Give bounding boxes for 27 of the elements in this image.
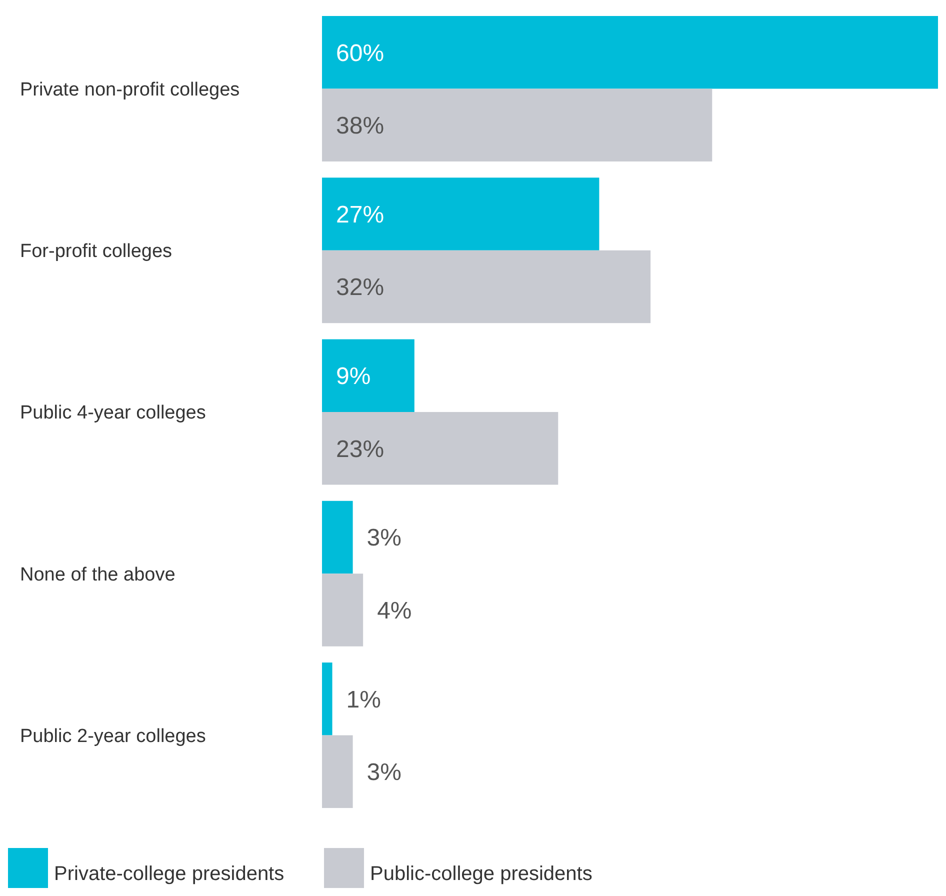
bar [322, 339, 414, 412]
bar [322, 250, 651, 324]
y-tick-label: For-profit colleges [20, 241, 172, 262]
data-label: 1% [346, 686, 381, 714]
data-label: 3% [366, 524, 402, 552]
data-label: 23% [336, 436, 384, 463]
bar [322, 178, 600, 250]
data-label: 9% [336, 363, 371, 390]
y-tick-label: Public 4-year colleges [20, 402, 206, 424]
bar [322, 88, 712, 162]
y-tick-label: Public 2-year colleges [20, 726, 206, 747]
bar [322, 500, 353, 574]
bar [322, 735, 353, 808]
data-label: 3% [366, 759, 402, 786]
data-label: 38% [336, 112, 384, 140]
y-tick-label: None of the above [20, 564, 176, 586]
data-label: 32% [336, 274, 384, 302]
bar [322, 16, 938, 89]
bar [322, 662, 332, 736]
y-tick-label: Private non-profit colleges [20, 79, 240, 100]
data-label: 4% [377, 597, 412, 624]
legend-label: Private-college presidents [54, 863, 284, 885]
bar [322, 412, 558, 485]
data-label: 27% [336, 201, 384, 228]
legend-label: Public-college presidents [370, 863, 592, 885]
bar [322, 574, 364, 646]
data-label: 60% [336, 40, 384, 67]
